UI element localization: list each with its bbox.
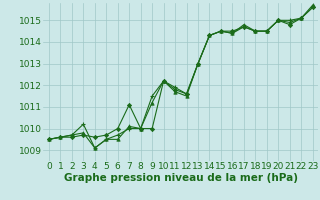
X-axis label: Graphe pression niveau de la mer (hPa): Graphe pression niveau de la mer (hPa): [64, 173, 298, 183]
